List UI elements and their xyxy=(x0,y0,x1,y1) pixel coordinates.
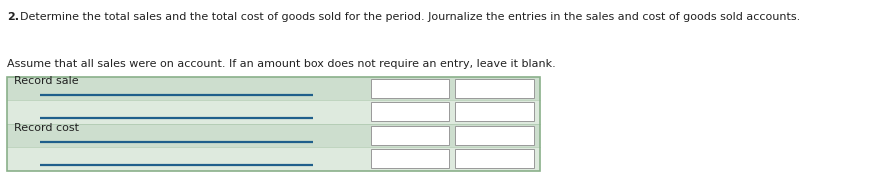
Bar xyxy=(371,79,449,98)
Text: Record sale: Record sale xyxy=(14,76,79,86)
Text: 2.: 2. xyxy=(7,12,19,22)
Bar xyxy=(455,149,534,168)
Bar xyxy=(7,77,540,100)
Bar xyxy=(7,77,540,171)
Text: Assume that all sales were on account. If an amount box does not require an entr: Assume that all sales were on account. I… xyxy=(7,59,556,69)
Bar xyxy=(7,100,540,124)
Bar xyxy=(455,79,534,98)
Bar xyxy=(455,126,534,145)
Text: Determine the total sales and the total cost of goods sold for the period. Journ: Determine the total sales and the total … xyxy=(20,12,800,22)
Bar xyxy=(455,102,534,121)
Bar xyxy=(371,126,449,145)
Bar xyxy=(371,149,449,168)
Text: Record cost: Record cost xyxy=(14,123,79,133)
Bar xyxy=(371,102,449,121)
Bar xyxy=(7,147,540,171)
Bar xyxy=(7,124,540,147)
